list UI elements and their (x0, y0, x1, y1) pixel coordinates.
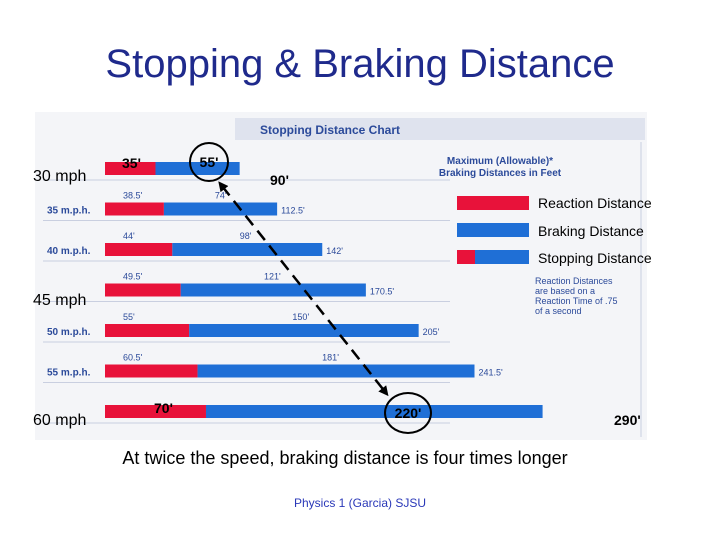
footer: Physics 1 (Garcia) SJSU (293, 496, 427, 510)
reaction-value-label: 44' (123, 231, 135, 241)
reaction-bar (105, 162, 156, 175)
caption: At twice the speed, braking distance is … (122, 448, 568, 468)
reaction-30-annotation: 35' (122, 155, 141, 171)
legend-braking-swatch (457, 223, 529, 237)
braking-60-annotation: 220' (384, 392, 432, 434)
legend-note-line: Reaction Distances (535, 276, 613, 286)
speed-label-45: 45 mph (33, 292, 87, 309)
legend-stopping-label: Stopping Distance (538, 250, 652, 266)
legend-reaction-swatch (457, 196, 529, 210)
stopping-value-label: 241.5' (478, 368, 503, 378)
row-speed-label: 55 m.p.h. (47, 368, 91, 379)
chart-title: Stopping Distance Chart (260, 123, 400, 137)
comparison-arrow (218, 181, 389, 397)
braking-30-annotation: 55' (189, 142, 229, 182)
legend-note-line: are based on a (535, 286, 595, 296)
reaction-bar (105, 283, 181, 297)
legend-reaction-label: Reaction Distance (538, 195, 652, 211)
legend-stopping-swatch-braking (475, 250, 529, 264)
stopping-60-annotation: 290' (614, 412, 641, 428)
reaction-value-label: 38.5' (123, 191, 143, 201)
stopping-value-label: 205' (423, 327, 440, 337)
legend-note-line: Reaction Time of .75 (535, 296, 618, 306)
row-speed-label: 35 m.p.h. (47, 206, 91, 217)
chart-subtitle-line-2: Braking Distances in Feet (439, 168, 562, 179)
legend-stopping-swatch-reaction (457, 250, 475, 264)
legend-note-line: of a second (535, 306, 582, 316)
braking-bar (205, 405, 543, 418)
reaction-value-label: 49.5' (123, 272, 143, 282)
reaction-bar (105, 202, 164, 216)
chart-subtitle-line-1: Maximum (Allowable)* (447, 156, 553, 167)
reaction-bar (105, 324, 190, 337)
speed-label-30: 30 mph (33, 168, 87, 185)
row-speed-label: 40 m.p.h. (47, 246, 91, 257)
reaction-bar (105, 364, 198, 378)
slide-title: Stopping & Braking Distance (105, 42, 615, 86)
reaction-bar (105, 243, 173, 256)
reaction-value-label: 60.5' (123, 353, 143, 363)
legend-braking-label: Braking Distance (538, 223, 644, 239)
reaction-value-label: 55' (123, 312, 135, 322)
reaction-bar (105, 405, 206, 418)
reaction-60-annotation: 70' (154, 400, 173, 416)
row-speed-label: 50 m.p.h. (47, 327, 91, 338)
chart-title-band (235, 118, 645, 140)
speed-label-60: 60 mph (33, 412, 87, 429)
